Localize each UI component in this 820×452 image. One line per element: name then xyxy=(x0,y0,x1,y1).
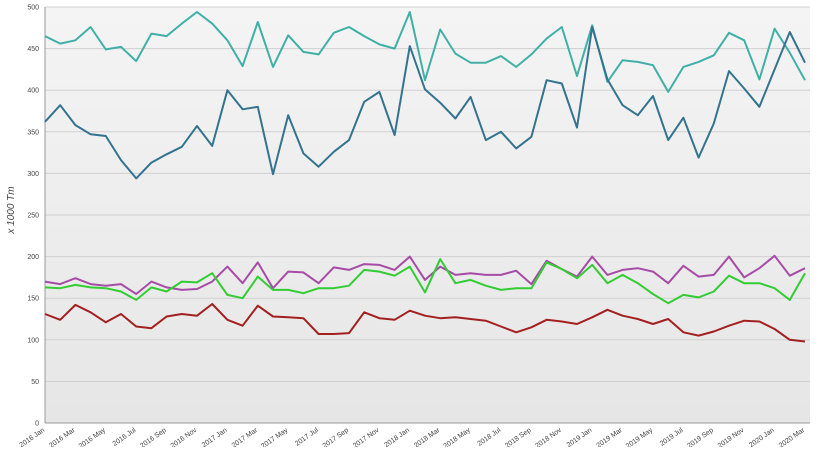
x-tick-label: 2018 Sep xyxy=(504,427,533,447)
y-tick-label: 250 xyxy=(27,213,39,220)
x-tick-label: 2019 Jan xyxy=(566,427,594,447)
x-tick-label: 2017 May xyxy=(260,427,290,447)
x-tick-label: 2019 Jul xyxy=(659,427,685,447)
x-tick-label: 2016 Jan xyxy=(19,427,47,447)
x-tick-label: 2017 Mar xyxy=(231,427,260,447)
y-tick-label: 350 xyxy=(27,129,39,136)
x-tick-label: 2020 Jan xyxy=(748,427,776,447)
series-line xyxy=(44,258,806,305)
x-tick-label: 2016 Sep xyxy=(139,427,168,447)
y-tick-label: 100 xyxy=(27,337,39,344)
series-line xyxy=(44,303,806,343)
x-tick-label: 2019 Mar xyxy=(596,427,625,447)
x-tick-label: 2016 Mar xyxy=(48,427,77,447)
y-tick-label: 500 xyxy=(27,5,39,12)
x-tick-label: 2019 Sep xyxy=(686,427,715,447)
x-tick-label: 2018 Nov xyxy=(534,427,563,447)
x-tick-label: 2017 Jul xyxy=(294,427,320,447)
x-tick-label: 2017 Nov xyxy=(352,427,381,447)
x-tick-label: 2019 Nov xyxy=(717,427,746,447)
x-tick-label: 2019 May xyxy=(625,427,655,447)
x-tick-label: 2018 May xyxy=(443,427,473,447)
y-tick-label: 200 xyxy=(27,254,39,261)
x-tick-label: 2017 Sep xyxy=(322,427,351,447)
x-tick-label: 2016 May xyxy=(78,427,108,447)
x-tick-label: 2018 Mar xyxy=(413,427,442,447)
y-axis-label: x 1000 Tm xyxy=(6,186,17,234)
y-tick-label: 400 xyxy=(27,88,39,95)
x-tick-label: 2016 Jul xyxy=(112,427,138,447)
x-tick-label: 2018 Jul xyxy=(476,427,502,447)
series-line xyxy=(44,11,806,93)
y-tick-label: 0 xyxy=(35,421,39,428)
y-tick-label: 300 xyxy=(27,171,39,178)
y-tick-label: 50 xyxy=(31,379,39,386)
x-tick-label: 2017 Jan xyxy=(201,427,229,447)
x-tick-label: 2018 Jan xyxy=(383,427,411,447)
y-tick-label: 150 xyxy=(27,296,39,303)
x-tick-label: 2016 Nov xyxy=(170,427,199,447)
y-tick-label: 450 xyxy=(27,46,39,53)
series-line xyxy=(44,26,806,180)
x-tick-label: 2020 Mar xyxy=(778,427,807,447)
